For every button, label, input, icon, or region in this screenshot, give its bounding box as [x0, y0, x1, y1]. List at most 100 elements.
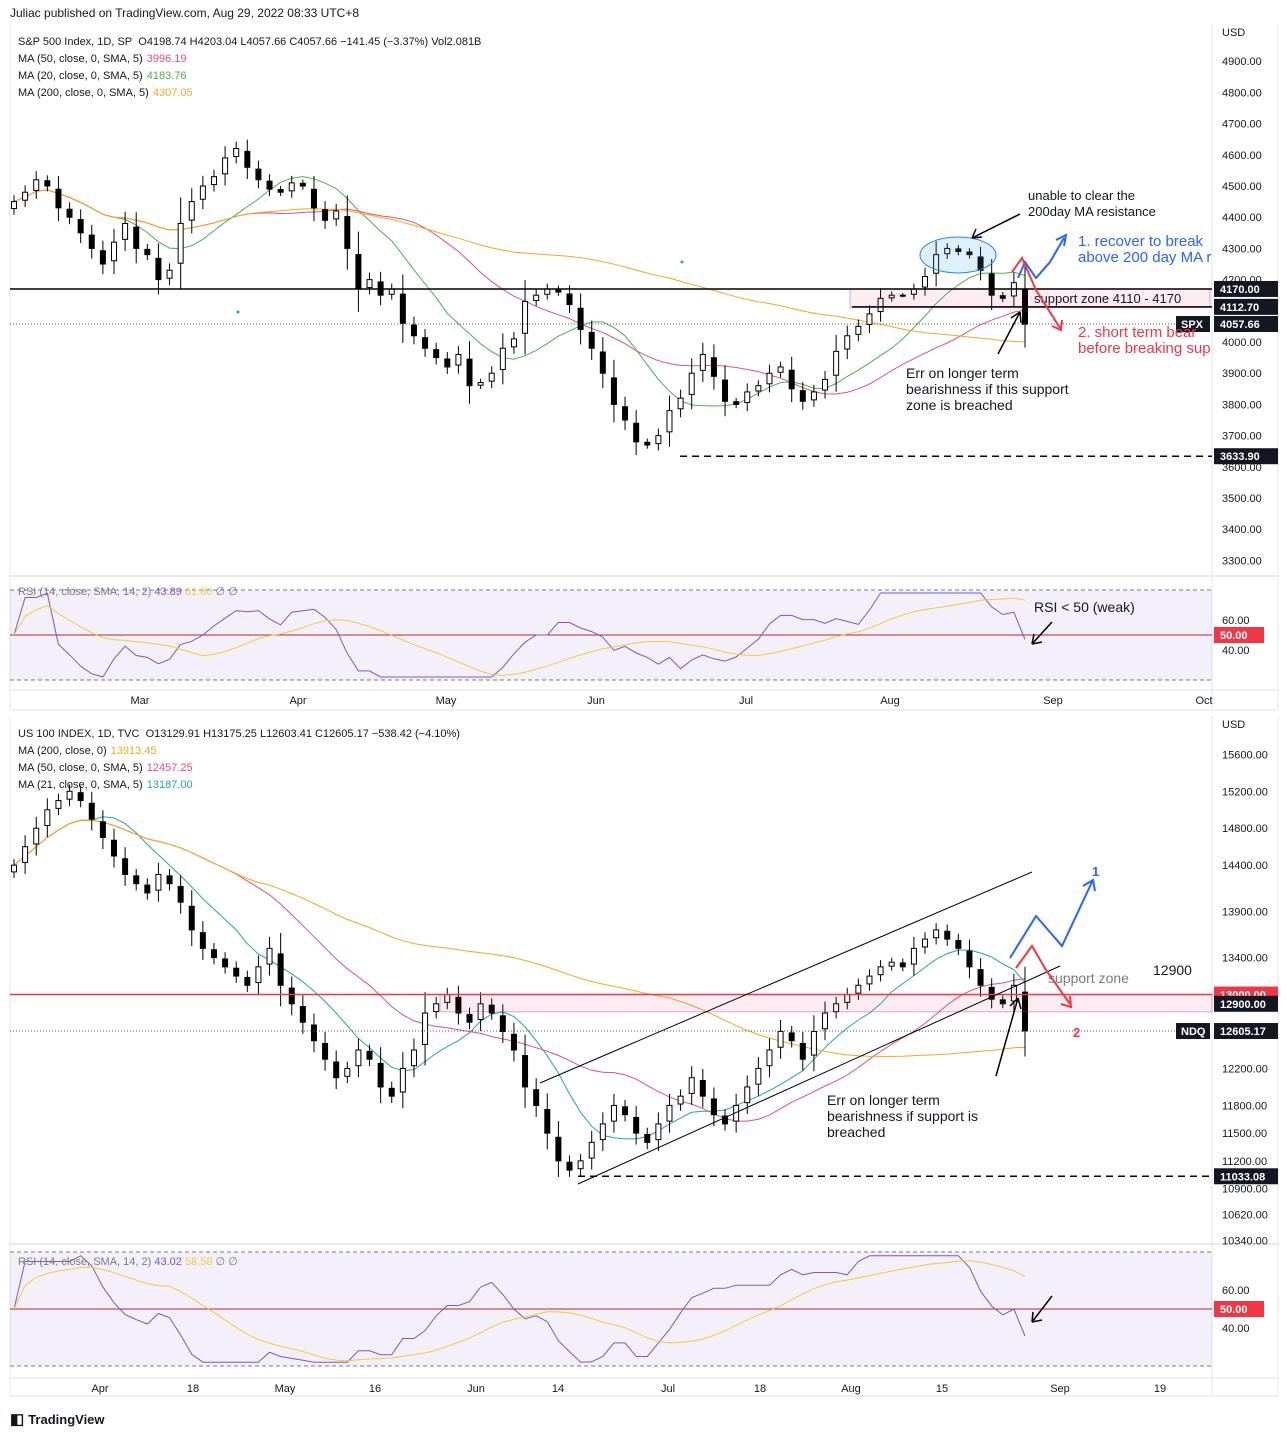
- candle-body: [688, 372, 695, 395]
- y-tick-label: 10900.00: [1222, 1184, 1268, 1196]
- candle-body: [944, 247, 951, 255]
- candle-body: [33, 179, 40, 191]
- spx-rsi-extra: ∅ ∅: [215, 586, 238, 598]
- candle-body: [266, 180, 273, 190]
- candle-body: [933, 254, 940, 274]
- ndq-ma21-value: 13187.00: [146, 779, 193, 791]
- x-tick-label: Jul: [661, 1383, 675, 1395]
- candle-body: [110, 241, 117, 262]
- y-tick-label: 3300.00: [1222, 555, 1262, 567]
- spx-ohlc: O4198.74 H4203.04 L4057.66 C4057.66 −141…: [138, 36, 482, 48]
- price-label-box: [1214, 448, 1278, 465]
- spx-rsi-value: 43.89: [154, 586, 182, 598]
- symbol-tag: [1176, 316, 1210, 333]
- y-tick-label: 3500.00: [1222, 493, 1262, 505]
- candle-body: [333, 210, 340, 220]
- spx-ma200-value: 4307.05: [152, 87, 193, 99]
- candle-body: [644, 441, 651, 446]
- candle-body: [188, 201, 195, 221]
- candle-body: [544, 288, 551, 295]
- y-tick-label: 4400.00: [1222, 212, 1262, 224]
- ndq-rsi-label: RSI (14, close, SMA, 14, 2): [18, 1256, 152, 1268]
- candle-body: [722, 1115, 729, 1125]
- ndq-chart-pane[interactable]: USD 15600.00 15200.00 14800.00 14400.00 13900…: [0, 716, 1288, 1406]
- price-label-box: [1214, 1023, 1278, 1040]
- price-label-box: [1214, 280, 1278, 297]
- x-tick-label: Apr: [91, 1383, 108, 1395]
- candle-body: [255, 966, 262, 984]
- ndq-legend: US 100 INDEX, 1D, TVC O13129.91 H13175.2…: [18, 726, 460, 794]
- candle-body: [488, 1004, 495, 1014]
- candle-body: [33, 827, 40, 845]
- candle-body: [677, 397, 684, 410]
- candle-body: [566, 293, 573, 306]
- annotation-support-zone: support zone: [1048, 970, 1129, 986]
- candle-body: [155, 873, 162, 891]
- candle-body: [533, 294, 540, 302]
- candle-body: [166, 269, 173, 279]
- symbol-tag-text: SPX: [1181, 319, 1204, 331]
- y-tick-label: 4700.00: [1222, 119, 1262, 131]
- candle-body: [55, 800, 62, 809]
- spx-chart-pane[interactable]: USD 4900.00 4800.00 4700.00 4600.00 4500.00 44…: [0, 24, 1288, 714]
- symbol-tag-text: NDQ: [1181, 1026, 1206, 1038]
- candle-body: [399, 1067, 406, 1093]
- candle-body: [299, 1006, 306, 1023]
- y-tick-label: 11200.00: [1222, 1156, 1267, 1168]
- candle-body: [199, 185, 206, 200]
- candle-body: [266, 947, 273, 965]
- candle-body: [877, 966, 884, 976]
- annotation-breach: Err on longer term bearishness if support…: [827, 1092, 978, 1140]
- x-tick-label: May: [436, 695, 457, 707]
- x-tick-label: Sep: [1043, 695, 1063, 707]
- candle-body: [277, 189, 284, 193]
- candle-body: [633, 1116, 640, 1134]
- ndq-ma21-label: MA (21, close, 0, SMA, 5): [18, 779, 143, 791]
- x-tick-label: Jul: [739, 695, 753, 707]
- candle-body: [455, 996, 462, 1014]
- candle-body: [455, 353, 462, 366]
- y-tick-label: 12200.00: [1222, 1063, 1268, 1075]
- candle-body: [744, 391, 751, 404]
- y-tick-label: 4800.00: [1222, 87, 1262, 99]
- candle-body: [233, 967, 240, 977]
- candle-body: [766, 372, 773, 385]
- y-tick-label: 11500.00: [1222, 1128, 1267, 1140]
- ndq-rsi-legend: RSI (14, close, SMA, 14, 2) 43.02 58.58 …: [18, 1254, 238, 1271]
- y-tick-label: 14400.00: [1222, 860, 1268, 872]
- rsi-sma-line: [13, 1260, 1026, 1362]
- scenario-2-arrow: [1011, 255, 1063, 332]
- candle-body: [488, 372, 495, 382]
- candle-body: [355, 253, 362, 290]
- annotation-scenario-2: 2: [1073, 1025, 1080, 1040]
- candle-body: [977, 256, 984, 271]
- candle-body: [499, 1015, 506, 1033]
- candle-body: [655, 1123, 662, 1141]
- rsi-y-tick: 60.00: [1222, 615, 1250, 627]
- candle-body: [710, 357, 717, 377]
- candle-body: [288, 182, 295, 192]
- candle-body: [210, 176, 217, 186]
- pane-border: [9, 24, 1279, 711]
- x-tick-label: 15: [936, 1383, 948, 1395]
- currency-label: USD: [1222, 27, 1245, 39]
- candle-body: [666, 1104, 673, 1122]
- candle-body: [899, 962, 906, 968]
- candle-body: [988, 273, 995, 296]
- candle-body: [544, 1109, 551, 1134]
- candle-body: [633, 422, 640, 443]
- candle-body: [588, 1141, 595, 1159]
- x-tick-label: Mar: [131, 695, 150, 707]
- candle-body: [755, 1067, 762, 1085]
- candle-body: [277, 953, 284, 986]
- footer-brand[interactable]: ◧ TradingView: [10, 1410, 105, 1428]
- candle-body: [44, 809, 51, 826]
- candle-body: [166, 875, 173, 885]
- candle-body: [855, 984, 862, 994]
- candle-body: [610, 1104, 617, 1122]
- candle-body: [233, 148, 240, 158]
- support-zone: [439, 994, 1213, 1013]
- scenario-1-arrow: [1017, 233, 1068, 280]
- y-tick-label: 10620.00: [1222, 1209, 1268, 1221]
- candle-body: [699, 353, 706, 371]
